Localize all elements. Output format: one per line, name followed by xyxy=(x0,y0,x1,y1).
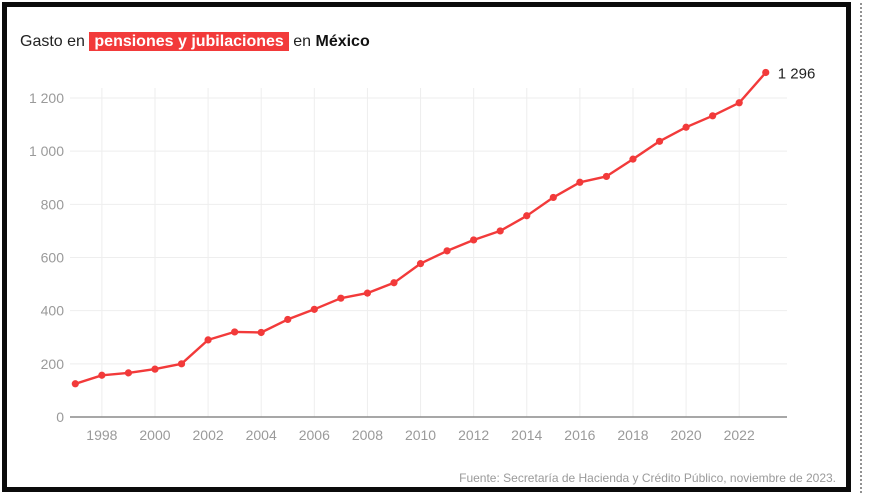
title-prefix: Gasto en xyxy=(20,33,85,50)
x-tick-label: 2004 xyxy=(246,427,277,443)
y-tick-label: 0 xyxy=(56,409,64,425)
y-tick-label: 200 xyxy=(41,356,65,372)
x-tick-label: 2016 xyxy=(564,427,595,443)
data-point xyxy=(177,360,186,368)
data-point xyxy=(98,371,106,379)
data-point xyxy=(655,137,664,145)
x-tick-label: 2014 xyxy=(511,427,542,443)
data-point xyxy=(151,365,159,373)
x-tick-label: 2012 xyxy=(458,427,489,443)
data-point xyxy=(443,247,451,255)
x-tick-label: 2020 xyxy=(671,427,702,443)
end-value-label: 1 296 xyxy=(778,65,816,82)
data-point xyxy=(602,172,611,181)
y-tick-label: 800 xyxy=(41,196,65,212)
data-point xyxy=(284,315,292,324)
data-point xyxy=(549,193,557,202)
x-tick-label: 2010 xyxy=(405,427,436,443)
source-note: Fuente: Secretaría de Hacienda y Crédito… xyxy=(459,471,836,485)
data-point xyxy=(337,294,345,302)
data-point xyxy=(629,155,637,163)
data-point xyxy=(124,369,133,377)
data-point xyxy=(709,112,717,120)
title-country: México xyxy=(315,33,370,50)
x-tick-label: 1998 xyxy=(86,427,117,443)
data-point xyxy=(416,260,425,268)
x-tick-label: 2022 xyxy=(724,427,755,443)
chart-frame xyxy=(2,2,851,492)
data-point xyxy=(762,68,770,77)
data-point xyxy=(390,279,398,287)
title-middle: en xyxy=(293,33,312,50)
dotted-edge xyxy=(859,2,863,494)
x-tick-label: 2018 xyxy=(617,427,648,443)
data-point xyxy=(363,289,372,297)
y-tick-label: 1 200 xyxy=(29,90,64,106)
y-tick-label: 600 xyxy=(41,250,65,266)
x-tick-label: 2006 xyxy=(299,427,330,443)
data-point xyxy=(310,305,318,313)
title-highlight: pensiones y jubilaciones xyxy=(89,32,289,51)
data-point xyxy=(71,380,79,388)
x-tick-label: 2002 xyxy=(193,427,224,443)
data-point xyxy=(470,236,478,244)
x-tick-label: 2008 xyxy=(352,427,383,443)
data-point xyxy=(735,99,743,107)
data-point xyxy=(231,328,239,336)
data-point xyxy=(204,336,212,344)
data-point xyxy=(257,328,265,337)
data-point xyxy=(576,178,584,186)
y-tick-label: 400 xyxy=(41,303,65,319)
data-point xyxy=(682,123,690,131)
x-tick-label: 2000 xyxy=(139,427,170,443)
data-point xyxy=(496,227,504,235)
y-tick-label: 1 000 xyxy=(29,143,64,159)
data-point xyxy=(523,212,531,220)
chart-title: Gasto en pensiones y jubilaciones en Méx… xyxy=(20,30,370,54)
